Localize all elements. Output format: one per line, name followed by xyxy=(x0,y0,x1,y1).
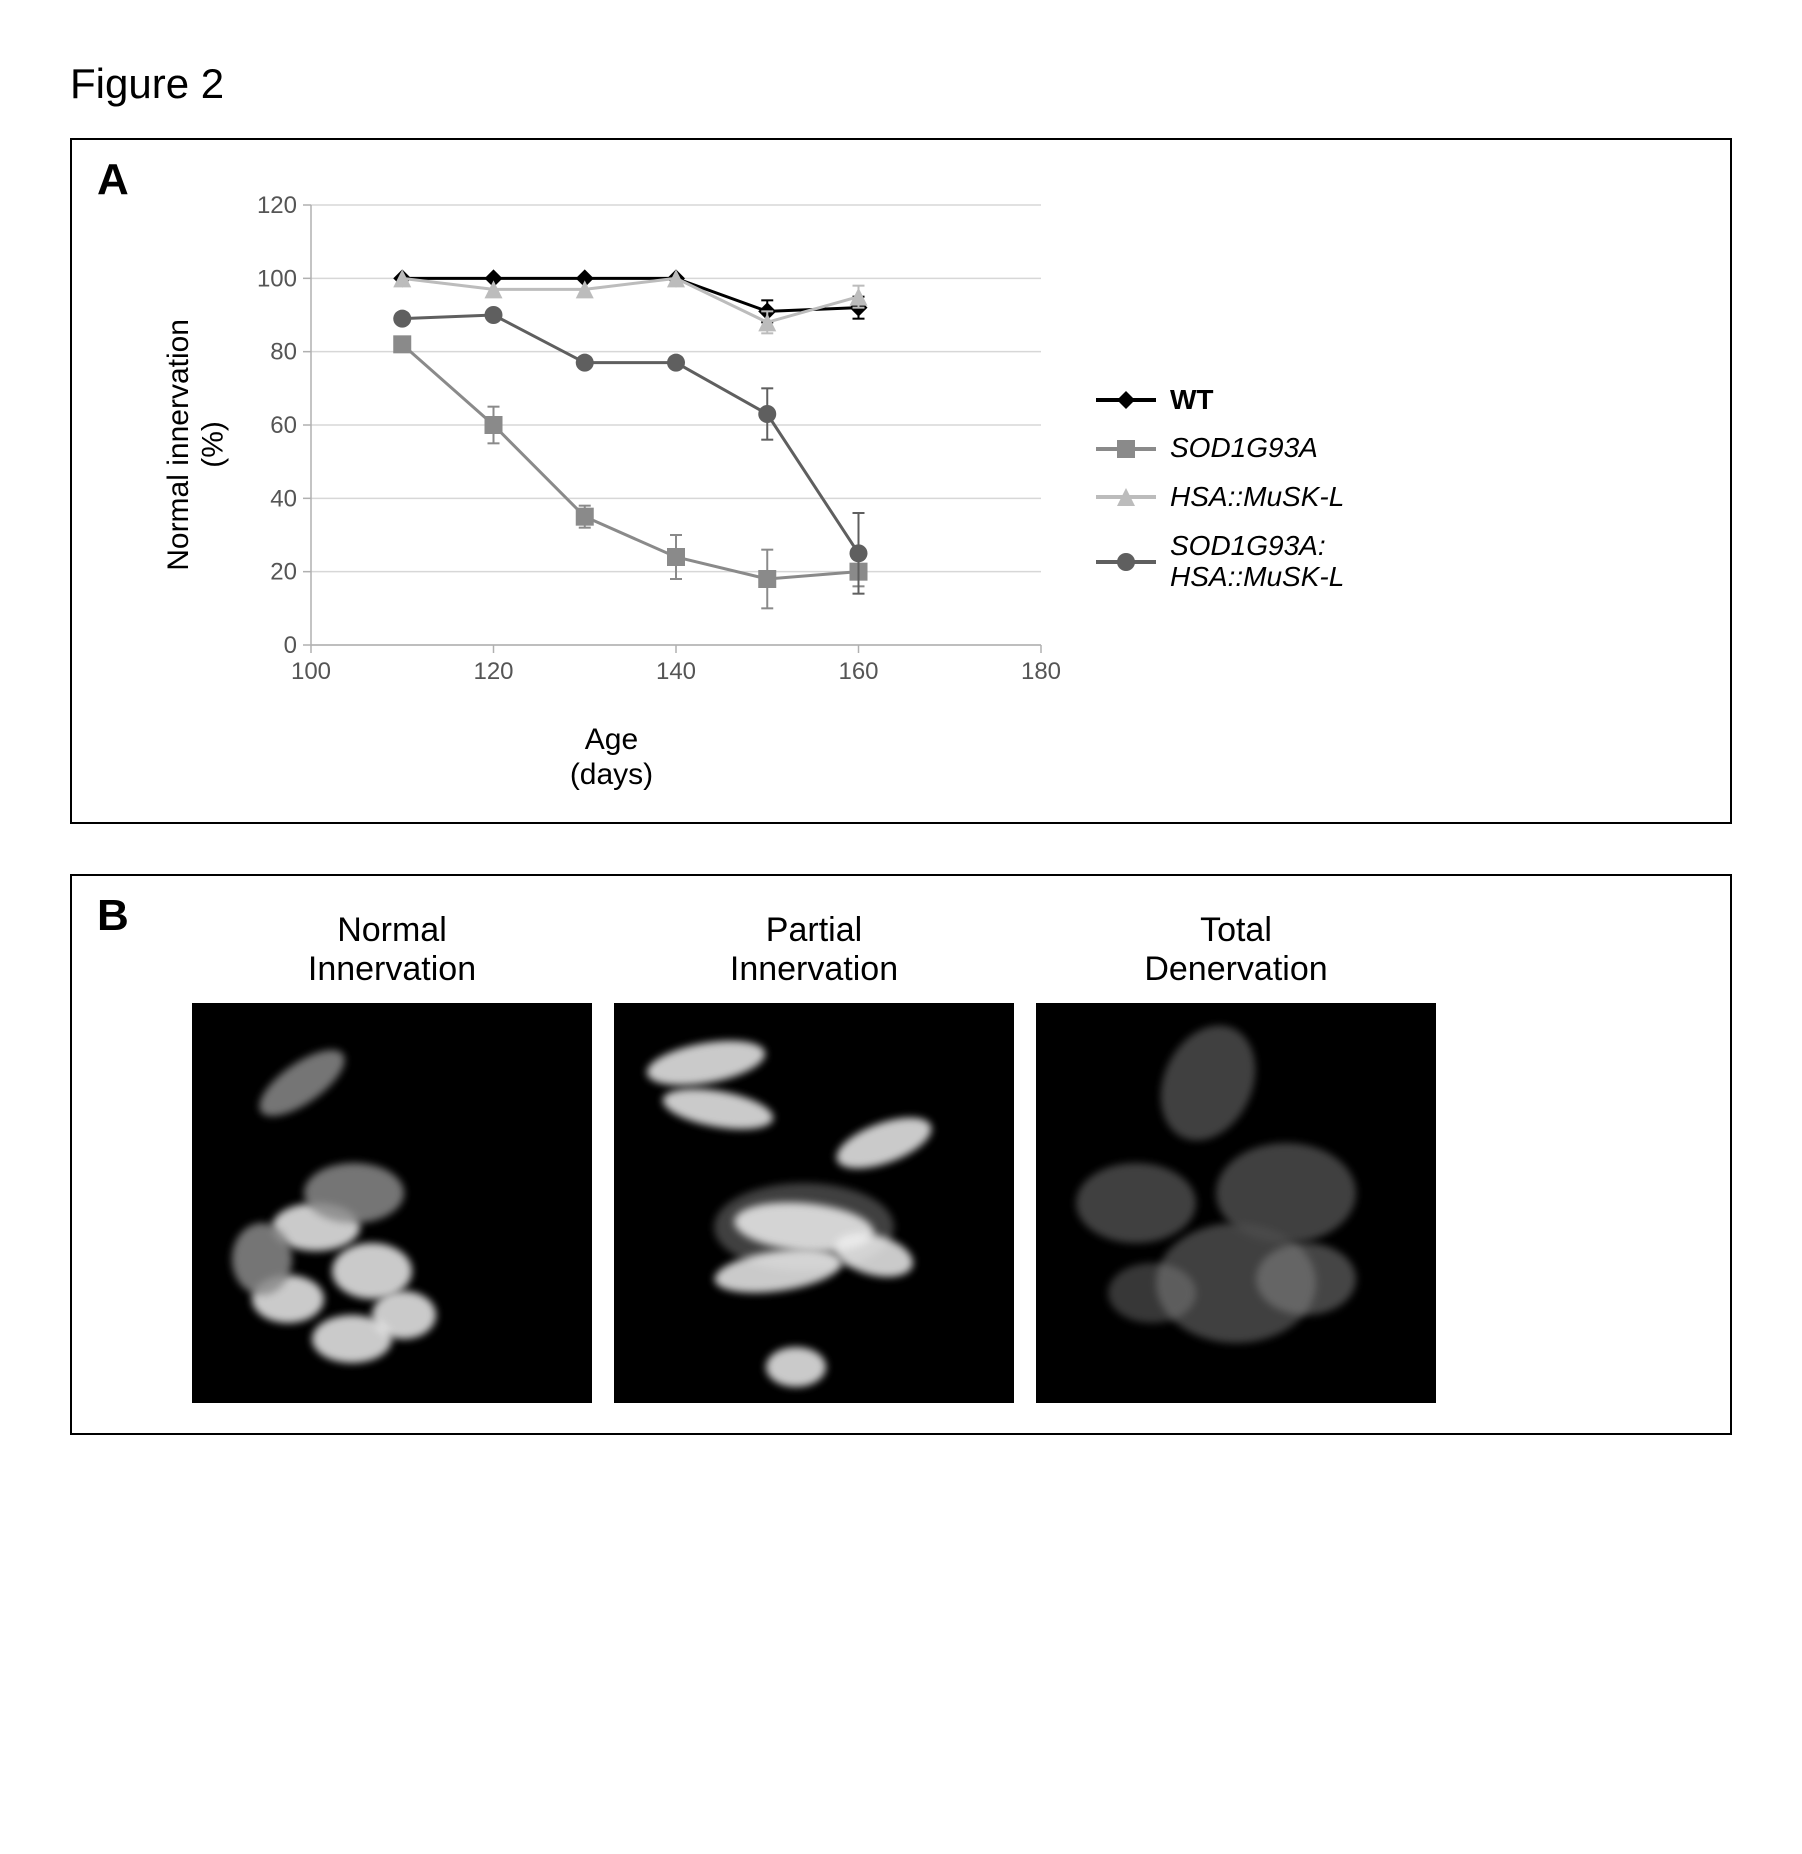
micrograph-column: NormalInnervation xyxy=(192,911,592,1403)
svg-text:100: 100 xyxy=(291,658,331,685)
micrograph-title: PartialInnervation xyxy=(730,911,898,989)
svg-text:0: 0 xyxy=(284,632,297,659)
micrograph-image xyxy=(614,1003,1014,1403)
micrograph-column: TotalDenervation xyxy=(1036,911,1436,1403)
micrograph-image xyxy=(192,1003,592,1403)
svg-text:100: 100 xyxy=(257,265,297,292)
svg-text:120: 120 xyxy=(257,192,297,219)
panel-a-chart-wrap: Normal innervation(%) 0 20 40 60 80 100 120 100… xyxy=(162,185,1700,792)
legend-item-sod1: SOD1G93A xyxy=(1096,433,1344,464)
legend-item-wt: WT xyxy=(1096,385,1344,416)
svg-text:160: 160 xyxy=(838,658,878,685)
panel-b-box: B NormalInnervation PartialInnervation Tot… xyxy=(70,874,1732,1435)
micrograph-column: PartialInnervation xyxy=(614,911,1014,1403)
legend-item-musk: HSA::MuSK-L xyxy=(1096,482,1344,513)
svg-text:20: 20 xyxy=(270,559,297,586)
svg-text:60: 60 xyxy=(270,412,297,439)
legend-item-double: SOD1G93A:HSA::MuSK-L xyxy=(1096,531,1344,593)
line-chart: 0 20 40 60 80 100 120 100 120 140 160 180 xyxy=(241,185,1061,705)
figure-title: Figure 2 xyxy=(70,60,1732,108)
micrograph-title: NormalInnervation xyxy=(308,911,476,989)
micrograph-image xyxy=(1036,1003,1436,1403)
svg-text:80: 80 xyxy=(270,339,297,366)
svg-text:140: 140 xyxy=(656,658,696,685)
panel-b-content: NormalInnervation PartialInnervation Total… xyxy=(192,911,1700,1403)
panel-b-label: B xyxy=(97,891,129,941)
micrograph-title: TotalDenervation xyxy=(1144,911,1327,989)
panel-a-label: A xyxy=(97,155,129,205)
svg-text:120: 120 xyxy=(473,658,513,685)
panel-a-box: A Normal innervation(%) 0 20 40 60 80 100 120 1… xyxy=(70,138,1732,824)
svg-text:40: 40 xyxy=(270,485,297,512)
x-axis-label: Age(days) xyxy=(570,723,653,792)
chart-legend: WTSOD1G93AHSA::MuSK-LSOD1G93A:HSA::MuSK-… xyxy=(1096,367,1344,611)
y-axis-label: Normal innervation(%) xyxy=(162,319,231,571)
svg-text:180: 180 xyxy=(1021,658,1061,685)
